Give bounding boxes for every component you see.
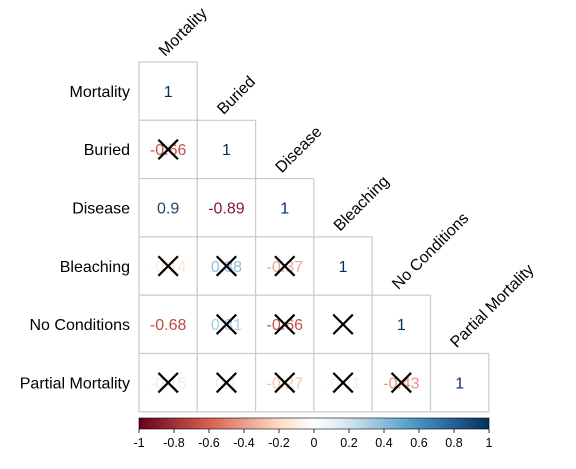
colorbar-tick-label: -0.6 — [198, 436, 220, 450]
colorbar-tick-label: -0.2 — [268, 436, 290, 450]
cell-value: 1 — [397, 317, 406, 334]
insignificant-cross-icon — [215, 255, 238, 277]
col-label-buried: Buried — [214, 73, 259, 118]
cell-2-1 — [196, 178, 257, 238]
row-label-bleaching: Bleaching — [60, 259, 130, 276]
colorbar-tick-label: 0.6 — [410, 436, 427, 450]
insignificant-cross-icon — [157, 255, 179, 277]
col-label-bleaching: Bleaching — [331, 173, 393, 235]
col-label-partial-mortality: Partial Mortality — [447, 261, 537, 351]
cell-5-1 — [196, 352, 257, 413]
col-label-no-conditions: No Conditions — [389, 210, 472, 293]
colorbar-tick-label: 0.2 — [340, 436, 357, 450]
cell-value: -0.68 — [150, 317, 187, 334]
colorbar-tick-label: -1 — [133, 436, 144, 450]
cell-value: 1 — [280, 201, 289, 218]
insignificant-cross-icon — [157, 372, 179, 394]
cell-3-3 — [313, 236, 373, 296]
insignificant-cross-icon — [390, 372, 412, 394]
colorbar-tick-label: 1 — [486, 436, 493, 450]
cells-layer: 1-0.6610.9-0.891-0.140.38-0.371-0.680.31… — [138, 61, 490, 413]
row-label-disease: Disease — [72, 201, 130, 218]
insignificant-cross-icon — [332, 313, 354, 335]
colorbar-tick-label: -0.8 — [163, 436, 185, 450]
colorbar-gradient — [138, 417, 490, 430]
row-label-buried: Buried — [84, 142, 130, 159]
insignificant-cross-icon — [215, 372, 238, 394]
cell-value: 1 — [339, 259, 348, 276]
cell-value: 1 — [222, 142, 231, 159]
col-label-mortality: Mortality — [156, 5, 211, 60]
cell-5-5 — [429, 352, 490, 413]
colorbar: -1 -0.8 -0.6 -0.4 -0.2 0 0.2 0.4 0.6 0.8 1 — [133, 417, 493, 450]
insignificant-cross-icon — [274, 372, 296, 394]
insignificant-cross-icon — [332, 372, 354, 394]
cell-4-4 — [371, 294, 432, 355]
row-label-partial-mortality: Partial Mortality — [20, 375, 130, 392]
cell-4-0 — [138, 294, 198, 355]
cell-0-0 — [138, 61, 198, 121]
insignificant-cross-icon — [215, 313, 238, 335]
insignificant-cross-icon — [157, 138, 179, 161]
row-label-no-conditions: No Conditions — [30, 317, 131, 334]
colorbar-tick-label: 0 — [311, 436, 318, 450]
insignificant-cross-icon — [274, 313, 296, 335]
colorbar-tick-label: 0.4 — [375, 436, 392, 450]
cell-value: 1 — [455, 375, 464, 392]
insignificant-cross-icon — [274, 255, 296, 277]
cell-1-1 — [196, 119, 257, 180]
cell-value: 0.9 — [157, 201, 179, 218]
col-label-disease: Disease — [273, 123, 326, 176]
cell-value: -0.89 — [208, 201, 245, 218]
colorbar-tick-label: 0.8 — [445, 436, 462, 450]
cell-value: 1 — [164, 84, 173, 101]
row-label-mortality: Mortality — [70, 84, 130, 101]
colorbar-tick-label: -0.4 — [233, 436, 255, 450]
